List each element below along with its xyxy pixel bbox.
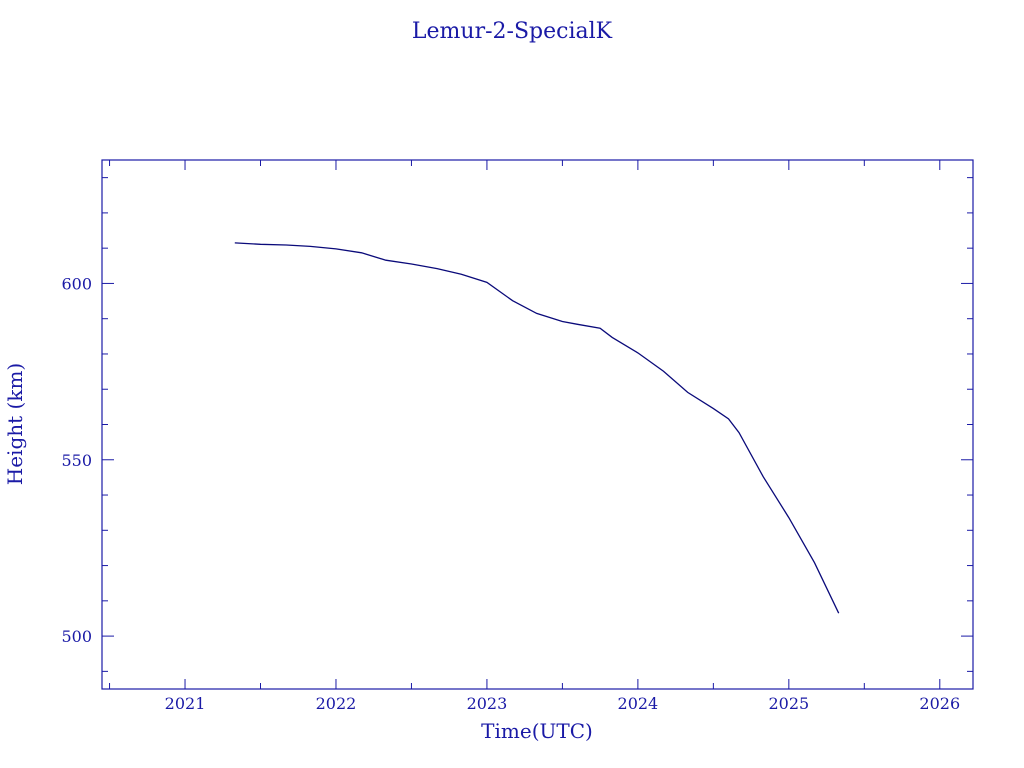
y-tick-label: 550 xyxy=(61,451,92,470)
axis-tick-labels: 2021 2022 2023 2024 2025 2026 500 550 600 xyxy=(61,274,960,713)
x-tick-label: 2021 xyxy=(165,694,206,713)
x-tick-label: 2023 xyxy=(467,694,508,713)
y-tick-label: 600 xyxy=(61,274,92,293)
y-tick-label: 500 xyxy=(61,627,92,646)
x-tick-label: 2026 xyxy=(919,694,960,713)
x-tick-label: 2022 xyxy=(316,694,357,713)
x-axis-label: Time(UTC) xyxy=(481,719,593,743)
axis-ticks xyxy=(102,160,973,689)
x-tick-label: 2024 xyxy=(618,694,659,713)
plot-frame xyxy=(101,159,974,690)
chart-title: Lemur-2-SpecialK xyxy=(412,19,613,44)
height-series-line xyxy=(234,242,840,614)
y-axis-label: Height (km) xyxy=(3,363,27,485)
x-tick-label: 2025 xyxy=(768,694,809,713)
